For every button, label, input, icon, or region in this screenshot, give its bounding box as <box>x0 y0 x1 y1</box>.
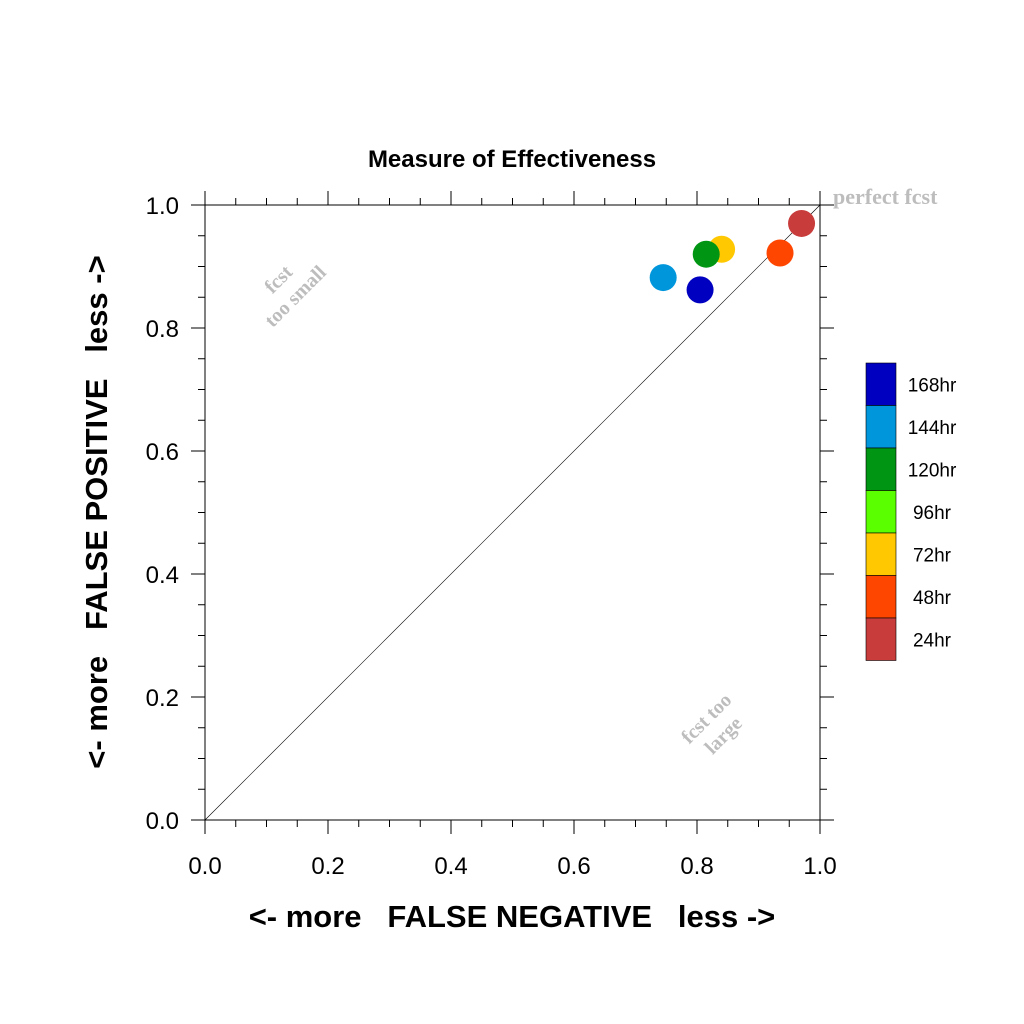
legend-swatch-72hr <box>865 532 897 576</box>
data-point-120hr <box>692 240 720 268</box>
legend-label-96hr: 96hr <box>913 503 952 524</box>
y-tick-label: 0.4 <box>146 562 179 589</box>
y-tick-label: 0.0 <box>146 808 179 835</box>
y-axis-label: <- more FALSE POSITIVE less -> <box>79 255 114 768</box>
y-tick-label: 0.8 <box>146 316 179 343</box>
too-small-annotation: fcst too small <box>260 261 331 332</box>
legend-label-120hr: 120hr <box>908 460 957 481</box>
axis-ticks <box>191 191 834 834</box>
x-tick-label: 0.0 <box>188 853 221 880</box>
legend-label-48hr: 48hr <box>913 588 952 609</box>
legend-label-168hr: 168hr <box>908 375 957 396</box>
x-tick-label: 0.2 <box>311 853 344 880</box>
data-point-144hr <box>649 264 677 292</box>
legend-swatch-96hr <box>865 490 897 534</box>
legend-swatch-168hr <box>865 362 897 406</box>
legend: 168hr 144hr 120hr 96hr 72hr 48hr 24hr <box>865 362 957 661</box>
legend-swatch-144hr <box>865 405 897 449</box>
legend-label-72hr: 72hr <box>913 545 952 566</box>
y-tick-label: 1.0 <box>146 193 179 220</box>
data-point-24hr <box>788 209 816 237</box>
data-point-168hr <box>686 276 714 304</box>
legend-swatch-48hr <box>865 575 897 619</box>
x-tick-label: 0.6 <box>557 853 590 880</box>
legend-swatch-24hr <box>865 617 897 661</box>
axis-tick-labels: 0.0 0.2 0.4 0.6 0.8 1.0 0.0 0.2 0.4 0.6 0.8 1.0 <box>146 193 837 880</box>
y-tick-label: 0.2 <box>146 685 179 712</box>
too-large-annotation: fcst too large <box>677 689 747 759</box>
legend-swatch-120hr <box>865 447 897 491</box>
legend-label-144hr: 144hr <box>908 418 957 439</box>
data-point-48hr <box>766 239 794 267</box>
y-tick-label: 0.6 <box>146 439 179 466</box>
perfect-fcst-annotation: perfect fcst <box>833 184 938 209</box>
data-points <box>649 209 816 304</box>
x-tick-label: 0.4 <box>434 853 467 880</box>
x-axis-label: <- more FALSE NEGATIVE less -> <box>249 899 776 934</box>
x-tick-label: 1.0 <box>803 853 836 880</box>
chart-title: Measure of Effectiveness <box>368 146 656 173</box>
x-tick-label: 0.8 <box>680 853 713 880</box>
legend-label-24hr: 24hr <box>913 630 952 651</box>
diagonal-line <box>204 204 821 821</box>
